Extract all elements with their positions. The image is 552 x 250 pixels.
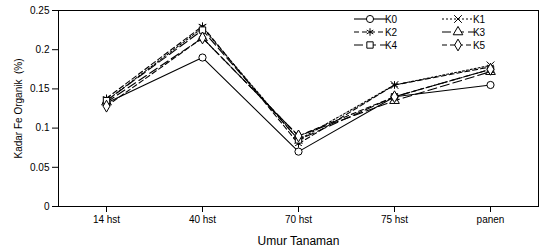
svg-text:0: 0 <box>44 201 50 212</box>
svg-text:0.25: 0.25 <box>30 5 50 16</box>
svg-text:K5: K5 <box>473 40 486 51</box>
svg-text:40 hst: 40 hst <box>189 214 216 225</box>
svg-text:K3: K3 <box>473 27 486 38</box>
svg-text:14 hst: 14 hst <box>93 214 120 225</box>
svg-text:K0: K0 <box>385 14 398 25</box>
svg-text:0.2: 0.2 <box>36 44 50 55</box>
svg-text:Kadar Fe Organik (%): Kadar Fe Organik (%) <box>13 58 24 158</box>
svg-text:K1: K1 <box>473 14 486 25</box>
svg-text:panen: panen <box>477 214 505 225</box>
svg-text:K4: K4 <box>385 40 398 51</box>
svg-text:Umur Tanaman: Umur Tanaman <box>258 234 340 248</box>
svg-text:0.15: 0.15 <box>30 83 50 94</box>
svg-text:K2: K2 <box>385 27 398 38</box>
svg-text:0.05: 0.05 <box>30 162 50 173</box>
svg-text:70 hst: 70 hst <box>285 214 312 225</box>
svg-text:75 hst: 75 hst <box>381 214 408 225</box>
svg-text:0.1: 0.1 <box>36 122 50 133</box>
